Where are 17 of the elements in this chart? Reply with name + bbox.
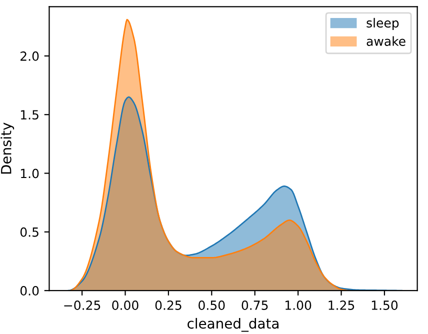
x-tick-label: −0.25: [64, 300, 100, 310]
legend-label: sleep: [366, 18, 399, 30]
x-tick-label: 1.50: [372, 300, 398, 310]
x-tick-label: 0.75: [242, 300, 268, 310]
y-tick-label: 0.5: [20, 227, 38, 237]
y-tick-label: 1.5: [20, 110, 38, 120]
legend-label: awake: [366, 36, 406, 46]
y-tick-label: 0.0: [20, 286, 39, 296]
x-tick-label: 1.25: [328, 300, 354, 310]
x-tick-label: 0.25: [155, 300, 182, 310]
y-tick-label: 2.0: [20, 51, 39, 61]
x-tick-label: 1.00: [286, 300, 312, 310]
y-axis-title: Density: [0, 122, 14, 174]
x-axis-title: cleaned_data: [188, 318, 278, 332]
y-tick-label: 1.0: [20, 168, 39, 178]
x-tick-label: 0.00: [112, 300, 138, 310]
x-tick-label: 0.50: [198, 300, 225, 310]
